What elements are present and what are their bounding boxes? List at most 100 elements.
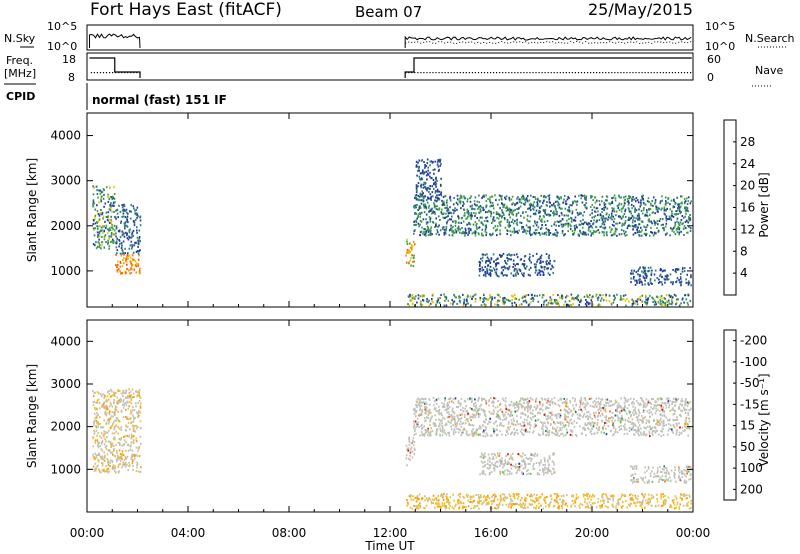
power-cell [439, 164, 442, 167]
nsearch-point [516, 41, 518, 43]
velocity-cell [636, 429, 638, 432]
power-cell [424, 228, 427, 231]
power-cell [422, 170, 424, 173]
power-cell [664, 225, 667, 228]
power-cell [491, 299, 493, 302]
power-cell [131, 257, 134, 260]
velocity-cell [108, 411, 111, 414]
velocity-cell [623, 433, 626, 435]
power-cell [536, 204, 538, 207]
velocity-cell [126, 455, 129, 458]
velocity-cell [599, 405, 601, 408]
power-cell [604, 226, 607, 229]
power-cell [525, 294, 527, 297]
velocity-cell [105, 447, 108, 450]
power-cell [485, 303, 487, 306]
velocity-cell [116, 458, 119, 461]
power-cell [551, 264, 553, 267]
power-cell [98, 244, 101, 247]
power-cell [579, 220, 582, 223]
power-cell [527, 273, 530, 276]
power-cell [594, 231, 596, 233]
power-cell [673, 293, 676, 296]
power-cell [422, 186, 425, 189]
velocity-cell [96, 391, 99, 394]
power-cell [610, 212, 613, 215]
velocity-cell [675, 431, 678, 434]
nave-point [136, 72, 138, 74]
power-cell [100, 200, 103, 203]
power-cell [137, 241, 140, 244]
power-cell [631, 224, 634, 227]
power-cell [596, 207, 599, 210]
power-cell [495, 264, 497, 267]
power-cell [661, 270, 664, 273]
power-cell [670, 214, 673, 217]
nave-point [593, 72, 595, 74]
power-cell [552, 233, 554, 236]
power-cell [482, 234, 484, 237]
power-cell [642, 209, 645, 212]
power-cell [129, 268, 132, 271]
velocity-cell [415, 409, 418, 412]
power-cell [664, 302, 667, 304]
power-cell [415, 165, 418, 168]
power-cell [597, 304, 600, 307]
power-cell [670, 227, 672, 230]
power-cell [461, 226, 463, 229]
power-cell [512, 266, 514, 268]
power-cell [652, 301, 654, 303]
power-cell [671, 228, 674, 231]
power-cell [415, 194, 418, 197]
nave-point [644, 72, 646, 74]
power-cell [97, 225, 99, 228]
power-cell [640, 226, 642, 229]
power-cell [529, 274, 531, 277]
power-cell [462, 293, 464, 296]
power-cell [625, 304, 627, 307]
power-cell [447, 219, 449, 222]
power-cell [466, 217, 468, 220]
velocity-cell [641, 399, 643, 402]
power-cell [650, 274, 653, 276]
power-cell [422, 192, 424, 195]
nave-point [653, 72, 655, 74]
power-cell [131, 247, 133, 250]
power-cell [532, 212, 535, 215]
power-cell [419, 178, 422, 181]
velocity-cell [561, 401, 564, 404]
power-cell [453, 300, 456, 303]
power-cell [669, 217, 672, 220]
power-cell [511, 203, 513, 206]
power-cell [537, 226, 540, 229]
velocity-cell [447, 404, 449, 406]
nave-point [583, 72, 586, 74]
velocity-cell [508, 409, 510, 412]
power-cell [599, 203, 601, 206]
power-cell [674, 203, 677, 206]
power-cell [449, 195, 451, 198]
power-cell [494, 194, 496, 197]
power-cell [131, 245, 134, 248]
power-cell [449, 206, 451, 209]
power-cell [656, 209, 659, 212]
power-cell [443, 200, 445, 203]
power-cell [495, 273, 498, 276]
y-tick-label: 2000 [50, 219, 81, 233]
velocity-cell [663, 425, 665, 428]
power-cell [426, 178, 428, 181]
velocity-cell [115, 424, 117, 427]
power-cell [672, 205, 675, 208]
power-cell [660, 300, 662, 303]
power-cell [433, 203, 436, 206]
power-cell [602, 294, 604, 297]
velocity-cell [448, 416, 450, 418]
velocity-cell [460, 425, 463, 428]
velocity-cell [115, 406, 118, 409]
velocity-cell [425, 419, 427, 422]
velocity-cell [593, 400, 596, 403]
velocity-cell [435, 398, 438, 401]
power-cell [121, 206, 124, 209]
power-cell [582, 214, 584, 217]
velocity-cell [461, 422, 463, 425]
